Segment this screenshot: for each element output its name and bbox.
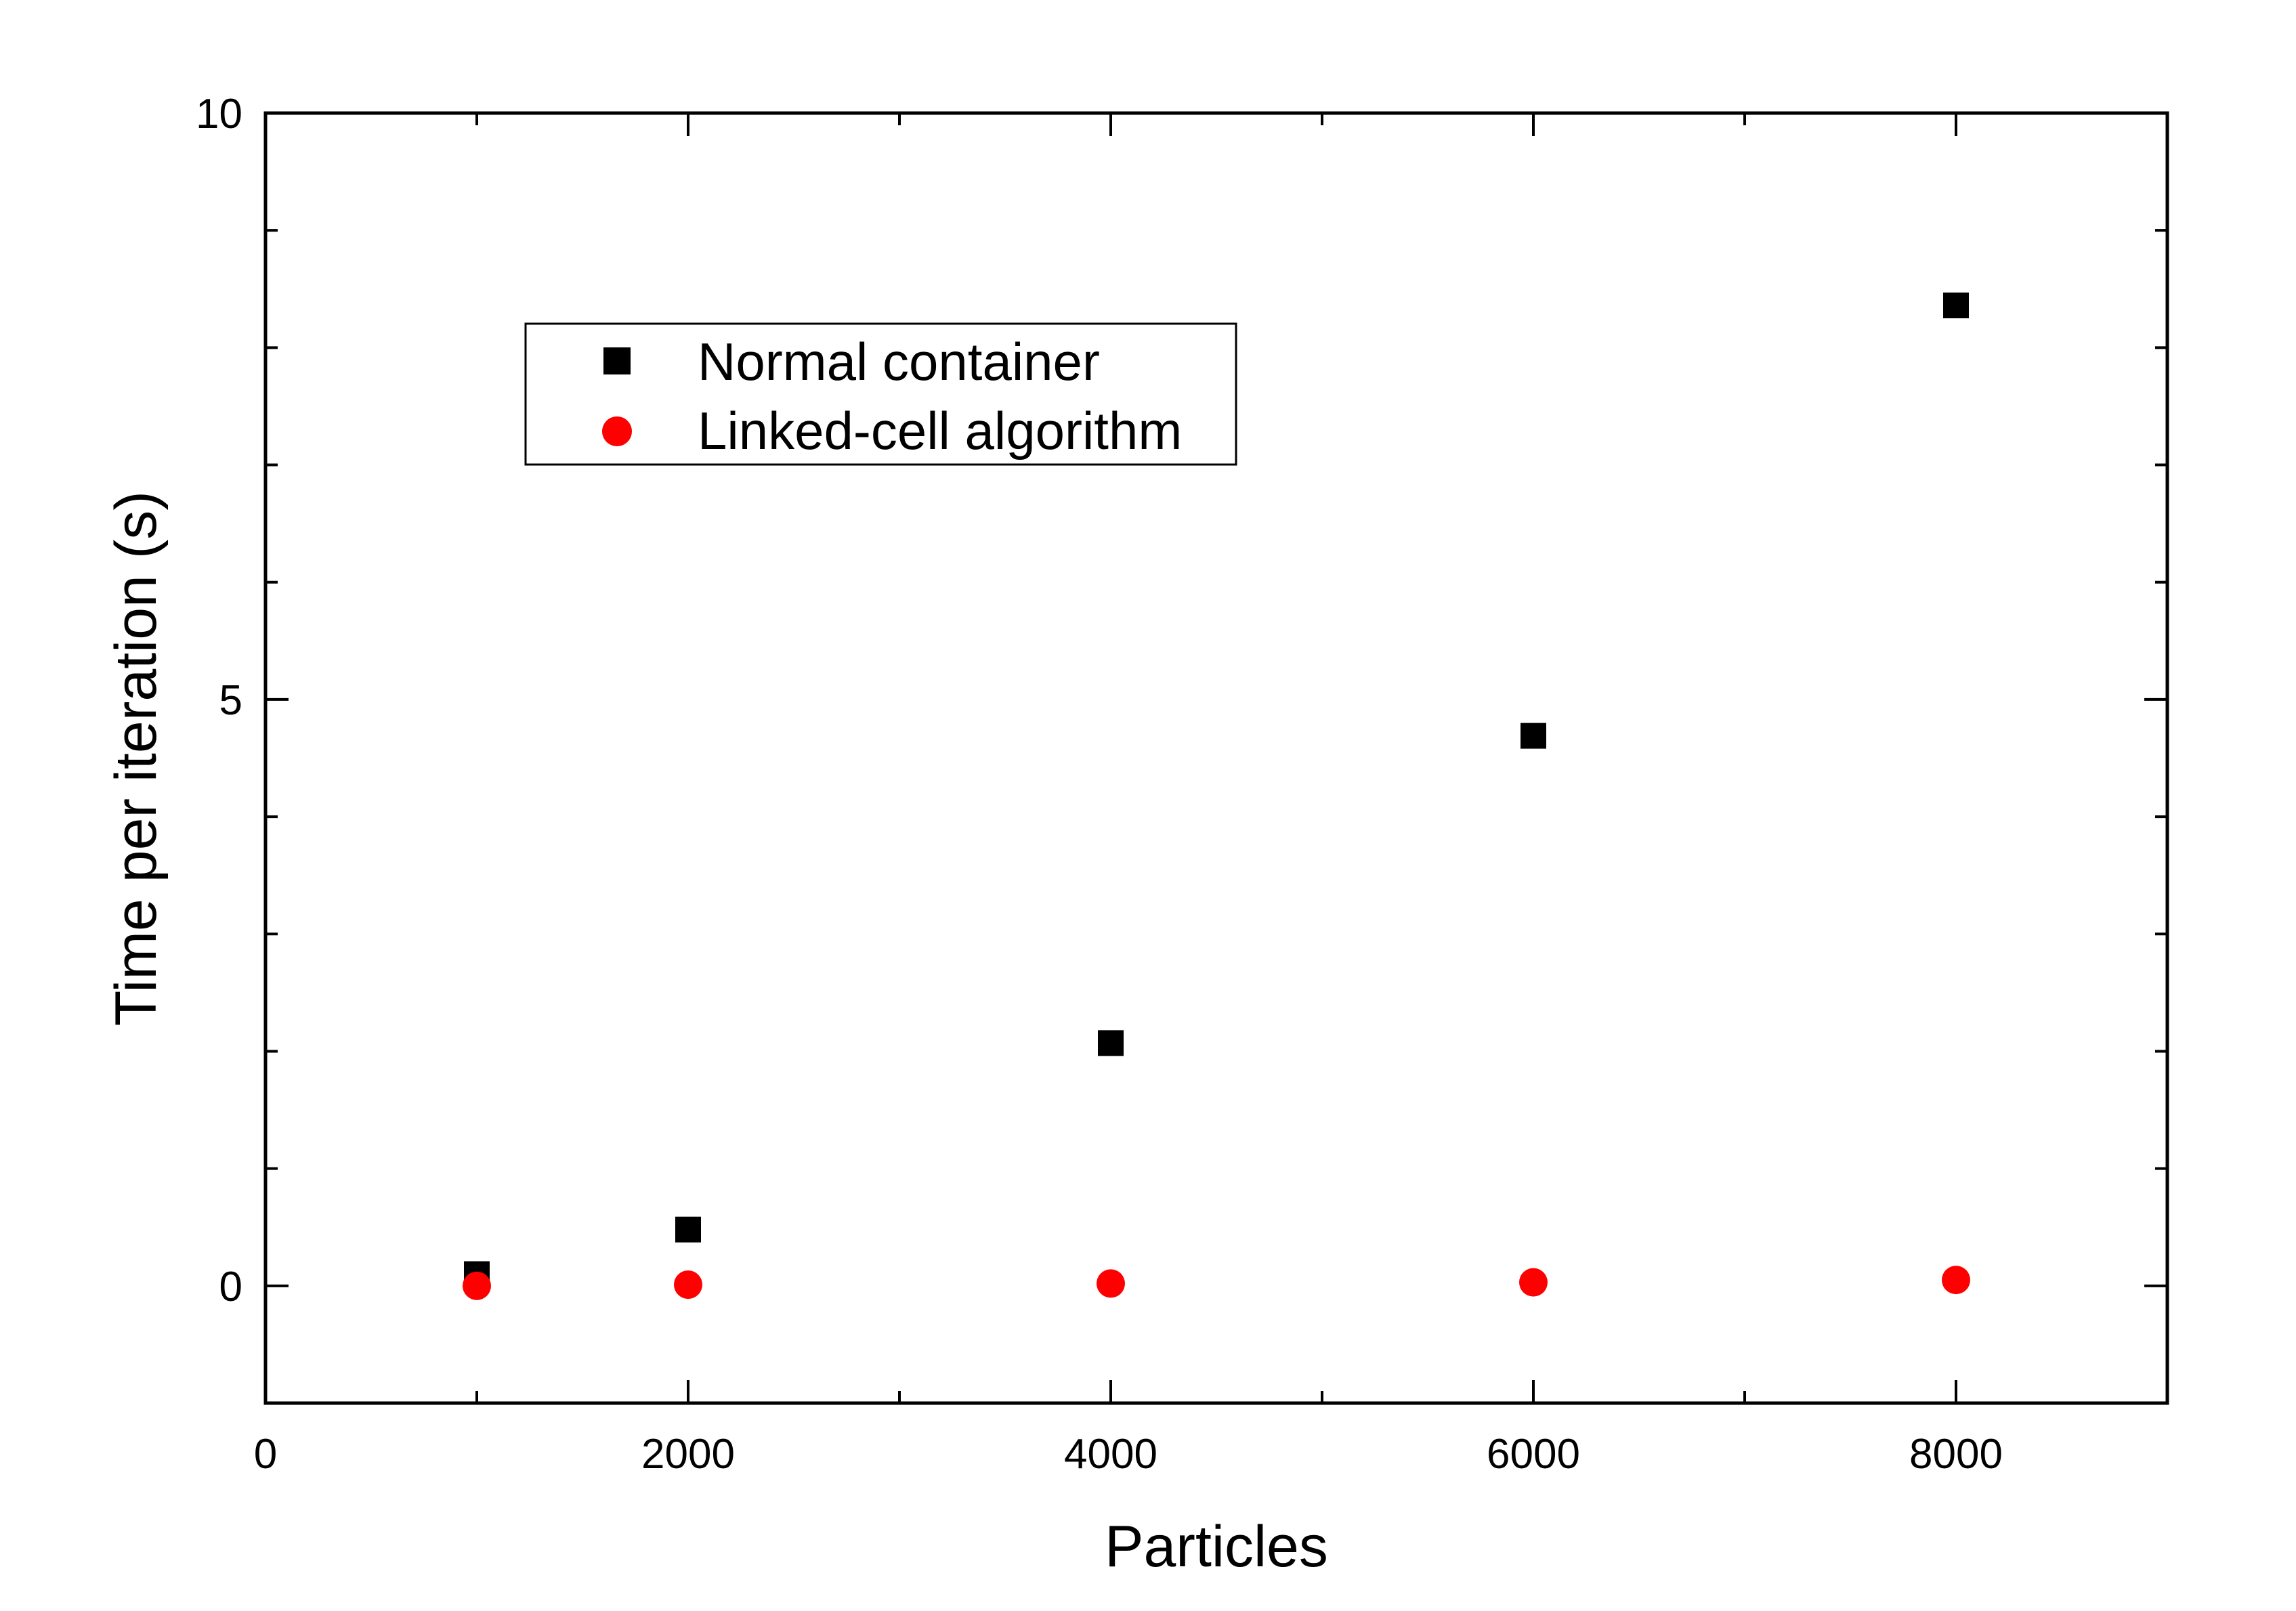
axis-tick-labels: 0 2000 4000 6000 8000 0 5 10	[196, 91, 2003, 1478]
legend-label-normal-container: Normal container	[698, 332, 1100, 391]
linked-cell-point	[1942, 1266, 1970, 1295]
x-tick-label: 2000	[641, 1431, 735, 1478]
legend-marker-linked-cell	[602, 416, 632, 446]
normal-container-point	[675, 1216, 701, 1243]
x-tick-label: 4000	[1064, 1431, 1157, 1478]
data-marks	[463, 293, 1970, 1300]
axis-ticks	[264, 112, 2167, 1404]
legend-marker-normal-container	[603, 347, 631, 374]
legend-box	[524, 322, 1237, 466]
normal-container-point	[1521, 723, 1546, 749]
x-tick-label: 6000	[1487, 1431, 1580, 1478]
linked-cell-point	[1519, 1268, 1548, 1297]
linked-cell-point	[1097, 1269, 1125, 1298]
x-tick-label: 0	[254, 1431, 277, 1478]
y-tick-label: 10	[196, 91, 242, 137]
legend: Normal container Linked-cell algorithm	[524, 322, 1237, 466]
y-axis-title: Time per iteration (s)	[104, 491, 169, 1026]
linked-cell-point	[463, 1271, 491, 1300]
x-tick-label: 8000	[1909, 1431, 2003, 1478]
normal-container-point	[1943, 293, 1969, 319]
y-tick-label: 5	[219, 677, 242, 724]
legend-label-linked-cell: Linked-cell algorithm	[698, 401, 1182, 460]
linked-cell-point	[674, 1270, 702, 1299]
x-axis-title: Particles	[1105, 1514, 1328, 1579]
plot-frame	[263, 111, 2169, 1405]
y-tick-label: 0	[219, 1264, 242, 1310]
normal-container-point	[1098, 1030, 1124, 1056]
